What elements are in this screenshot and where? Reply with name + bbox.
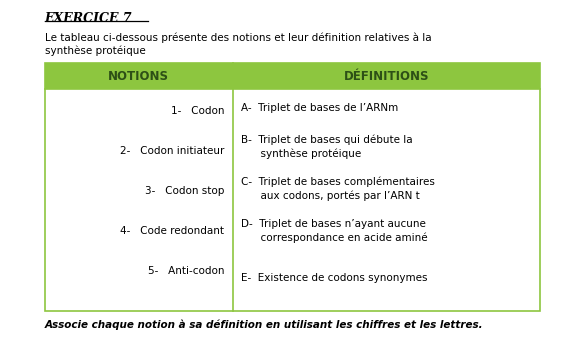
Text: E-  Existence de codons synonymes: E- Existence de codons synonymes — [241, 273, 428, 283]
Text: synthèse protéique: synthèse protéique — [45, 45, 145, 56]
Text: B-  Triplet de bases qui débute la
      synthèse protéique: B- Triplet de bases qui débute la synthè… — [241, 134, 413, 159]
Text: EXERCICE 7: EXERCICE 7 — [45, 12, 132, 25]
Text: 5-   Anti-codon: 5- Anti-codon — [148, 266, 224, 276]
Text: NOTIONS: NOTIONS — [108, 69, 169, 83]
Bar — [45, 89, 540, 311]
Text: D-  Triplet de bases n’ayant aucune
      correspondance en acide aminé: D- Triplet de bases n’ayant aucune corre… — [241, 219, 428, 243]
Text: 1-   Codon: 1- Codon — [171, 106, 224, 116]
Text: 2-   Codon initiateur: 2- Codon initiateur — [120, 146, 224, 156]
Text: DÉFINITIONS: DÉFINITIONS — [343, 69, 429, 83]
Text: A-  Triplet de bases de l’ARNm: A- Triplet de bases de l’ARNm — [241, 103, 399, 113]
Text: Le tableau ci-dessous présente des notions et leur définition relatives à la: Le tableau ci-dessous présente des notio… — [45, 32, 431, 43]
Bar — [233, 63, 540, 89]
Text: 4-   Code redondant: 4- Code redondant — [120, 226, 224, 236]
Text: 3-   Codon stop: 3- Codon stop — [145, 186, 224, 196]
Bar — [45, 63, 540, 311]
Bar — [45, 63, 233, 89]
Text: Associe chaque notion à sa définition en utilisant les chiffres et les lettres.: Associe chaque notion à sa définition en… — [45, 320, 483, 330]
Text: C-  Triplet de bases complémentaires
      aux codons, portés par l’ARN t: C- Triplet de bases complémentaires aux … — [241, 177, 435, 201]
